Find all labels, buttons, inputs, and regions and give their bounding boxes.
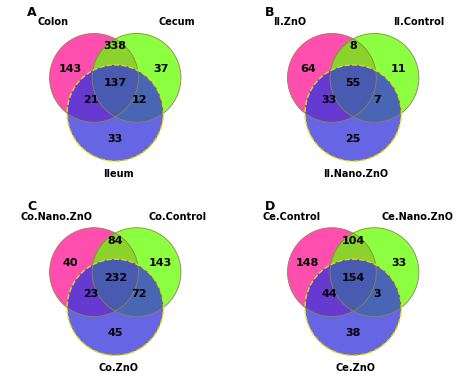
Text: Il.Control: Il.Control <box>393 17 445 27</box>
Text: 55: 55 <box>346 79 361 88</box>
Circle shape <box>330 228 419 317</box>
Circle shape <box>330 33 419 122</box>
Text: 137: 137 <box>104 79 127 88</box>
Text: 25: 25 <box>346 134 361 144</box>
Text: 12: 12 <box>132 95 147 105</box>
Circle shape <box>67 259 164 355</box>
Text: 7: 7 <box>374 95 381 105</box>
Text: Co.ZnO: Co.ZnO <box>98 363 138 373</box>
Text: Ce.Nano.ZnO: Ce.Nano.ZnO <box>381 212 453 222</box>
Text: Co.Nano.ZnO: Co.Nano.ZnO <box>21 212 93 222</box>
Text: C: C <box>27 200 36 213</box>
Text: B: B <box>265 6 275 19</box>
Text: 11: 11 <box>391 63 406 74</box>
Circle shape <box>50 33 138 122</box>
Circle shape <box>305 65 401 161</box>
Text: 154: 154 <box>342 273 365 283</box>
Text: Il.ZnO: Il.ZnO <box>273 17 306 27</box>
Text: 72: 72 <box>132 289 147 299</box>
Text: 38: 38 <box>346 328 361 338</box>
Circle shape <box>288 228 376 317</box>
Text: Ce.Control: Ce.Control <box>262 212 320 222</box>
Text: D: D <box>265 200 275 213</box>
Text: Il.Nano.ZnO: Il.Nano.ZnO <box>323 169 389 179</box>
Text: 44: 44 <box>321 289 337 299</box>
Text: 37: 37 <box>153 63 168 74</box>
Text: Ce.ZnO: Ce.ZnO <box>336 363 376 373</box>
Text: 40: 40 <box>62 258 78 268</box>
Circle shape <box>50 228 138 317</box>
Text: 8: 8 <box>349 41 357 51</box>
Text: 104: 104 <box>342 236 365 246</box>
Text: 23: 23 <box>83 289 99 299</box>
Circle shape <box>288 33 376 122</box>
Text: 148: 148 <box>296 258 319 268</box>
Circle shape <box>92 33 181 122</box>
Text: 232: 232 <box>104 273 127 283</box>
Text: 64: 64 <box>300 63 316 74</box>
Text: 45: 45 <box>108 328 123 338</box>
Circle shape <box>92 228 181 317</box>
Text: Ileum: Ileum <box>103 169 133 179</box>
Text: A: A <box>27 6 37 19</box>
Text: 33: 33 <box>108 134 123 144</box>
Text: Co.Control: Co.Control <box>148 212 206 222</box>
Text: 143: 143 <box>149 258 172 268</box>
Text: 33: 33 <box>321 95 337 105</box>
Text: 3: 3 <box>374 289 381 299</box>
Text: 84: 84 <box>108 236 123 246</box>
Text: 143: 143 <box>58 63 82 74</box>
Text: 33: 33 <box>391 258 406 268</box>
Circle shape <box>305 259 401 355</box>
Circle shape <box>67 65 164 161</box>
Text: 21: 21 <box>83 95 99 105</box>
Text: Cecum: Cecum <box>159 17 196 27</box>
Text: 338: 338 <box>104 41 127 51</box>
Text: Colon: Colon <box>38 17 69 27</box>
